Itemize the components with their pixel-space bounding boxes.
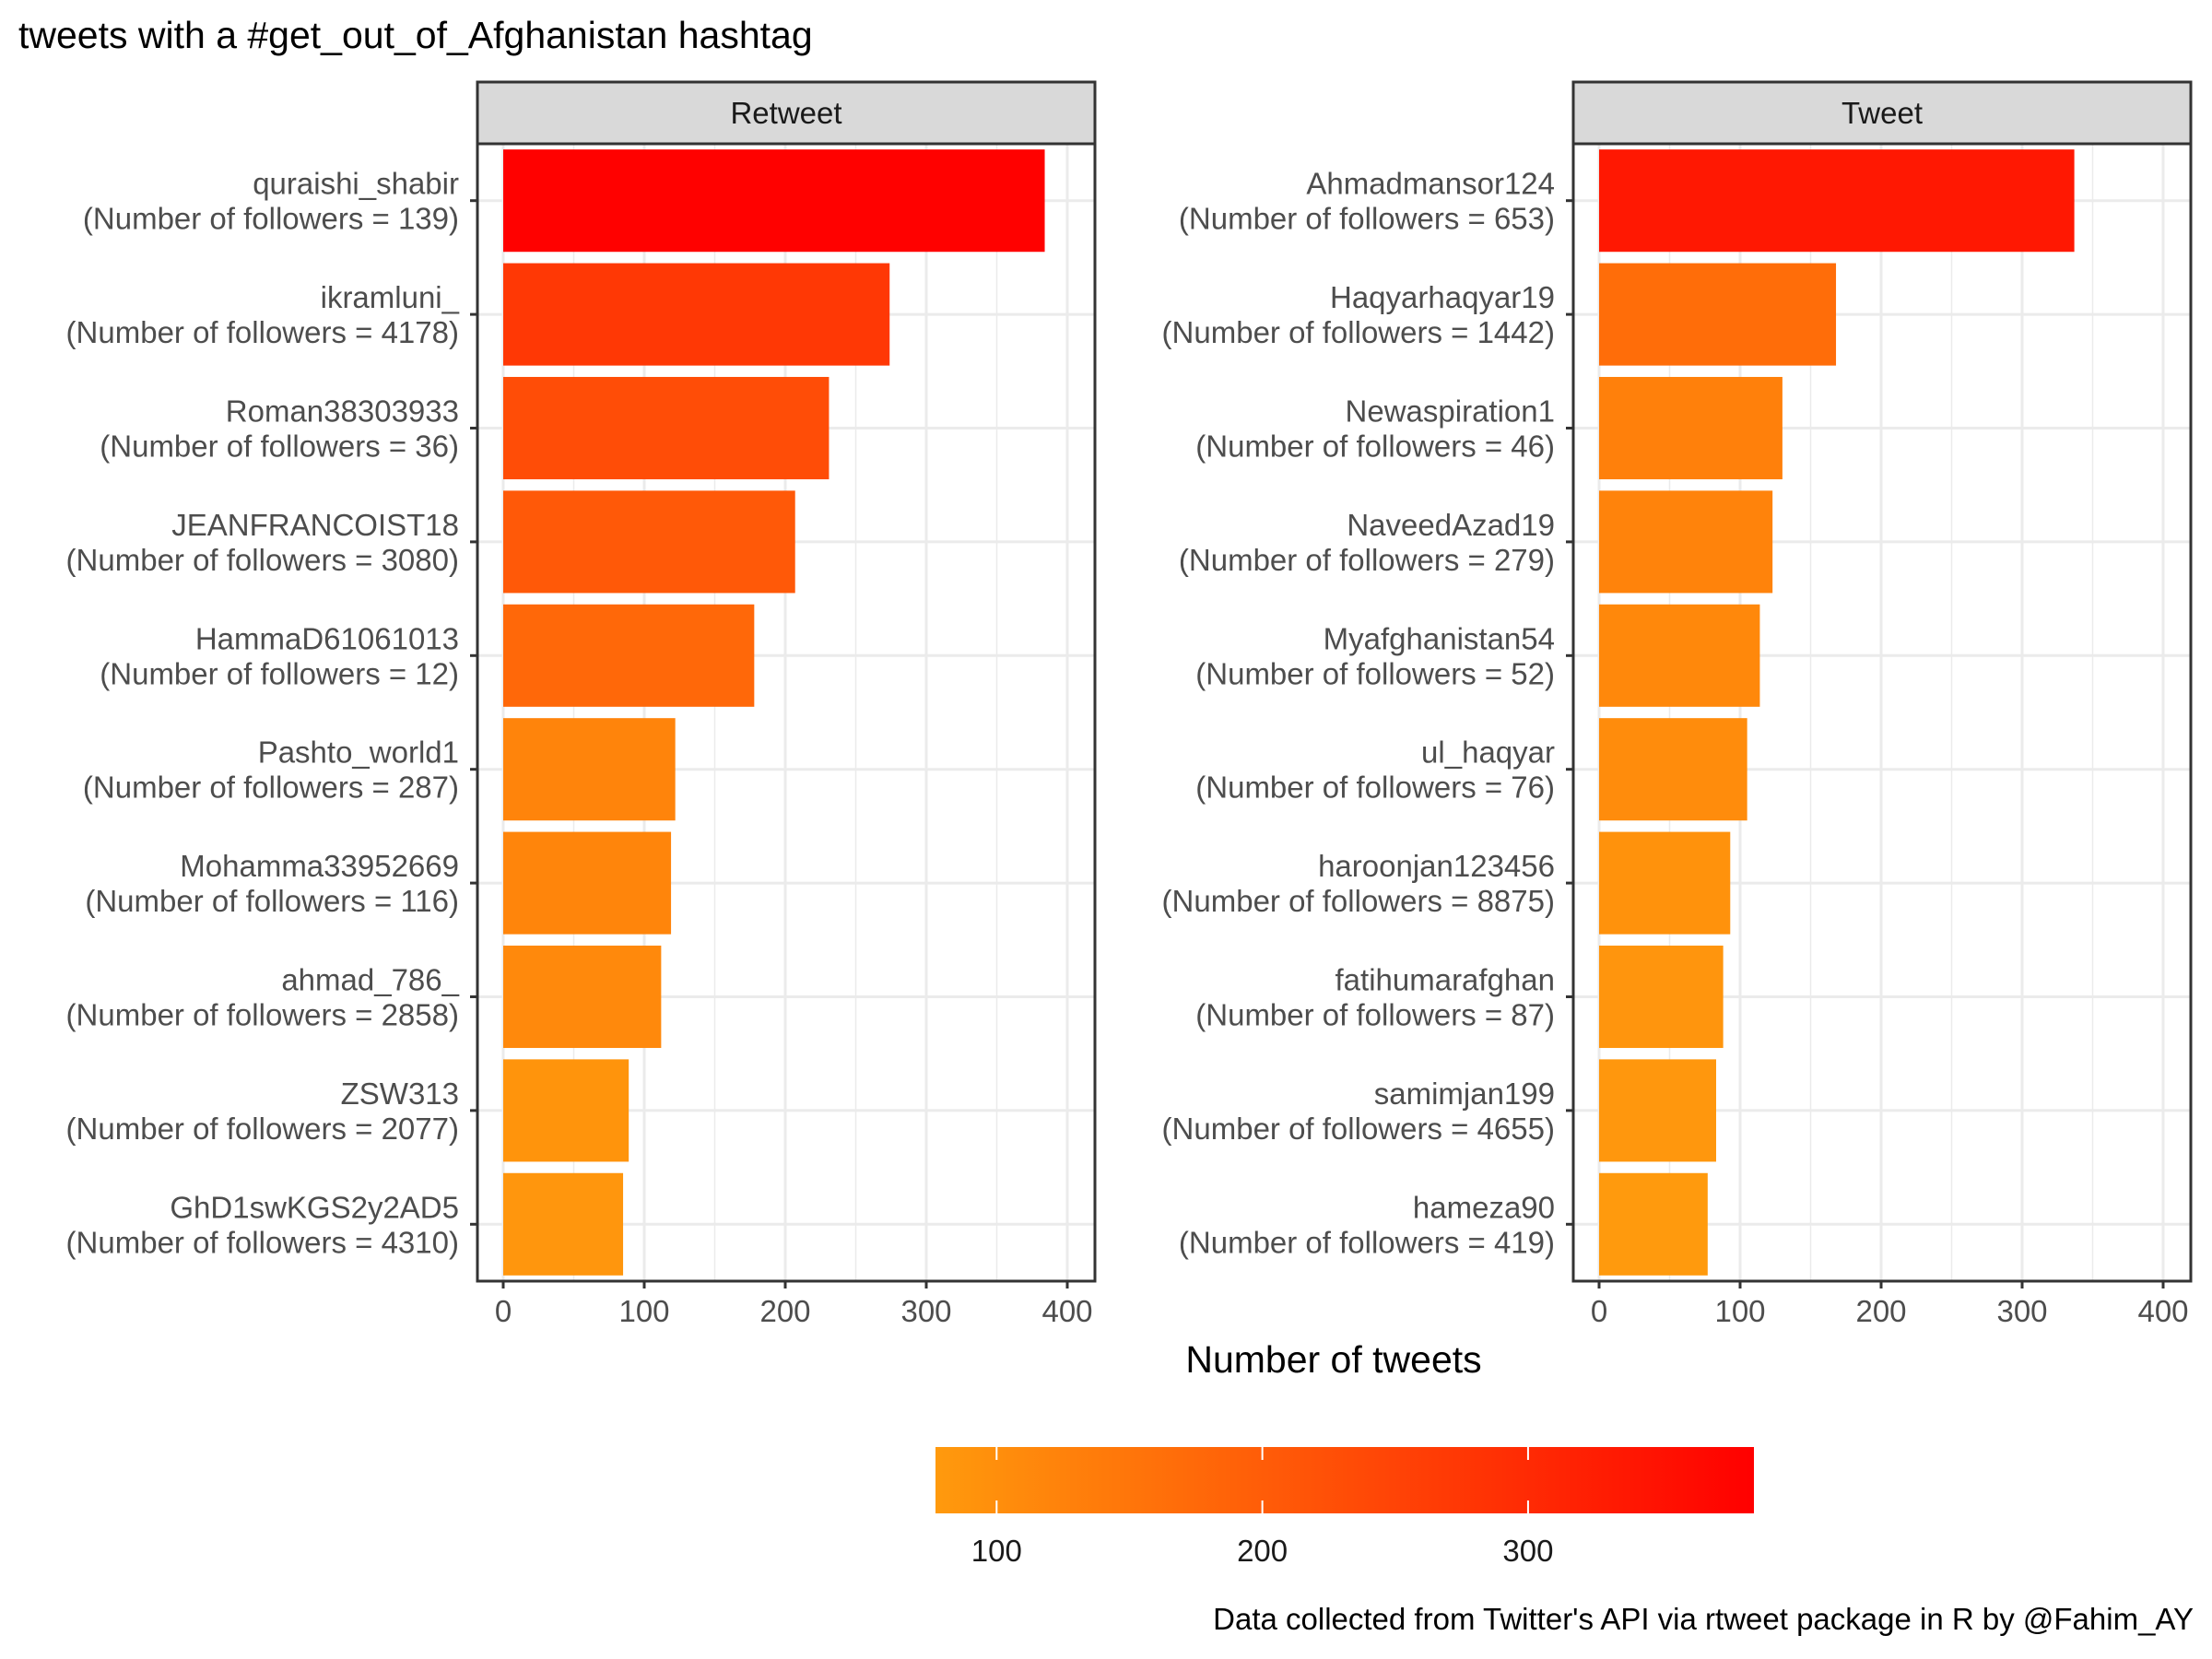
x-tick-label: 100: [618, 1294, 669, 1328]
y-tick-label-user: Haqyarhaqyar19: [1330, 280, 1555, 314]
x-tick-label: 200: [1855, 1294, 1906, 1328]
y-tick-label-user: GhD1swKGS2y2AD5: [170, 1190, 459, 1224]
bar: [503, 376, 830, 480]
bar: [1599, 718, 1747, 821]
y-tick-label-user: Pashto_world1: [258, 735, 459, 770]
y-tick-label-followers: (Number of followers = 52): [1195, 656, 1555, 690]
y-tick-label-user: ikramluni_: [321, 280, 460, 314]
x-tick-label: 0: [495, 1294, 512, 1328]
x-axis-title: Number of tweets: [1185, 1338, 1481, 1381]
y-tick-label-followers: (Number of followers = 36): [100, 429, 459, 464]
x-tick-label: 200: [759, 1294, 810, 1328]
chart-title: tweets with a #get_out_of_Afghanistan ha…: [18, 14, 813, 56]
y-tick-label-user: ZSW313: [341, 1077, 459, 1111]
y-tick-label-user: NaveedAzad19: [1347, 508, 1555, 542]
y-tick-label-user: Newaspiration1: [1346, 394, 1555, 429]
y-tick-label-user: Myafghanistan54: [1324, 621, 1555, 655]
y-tick-label-followers: (Number of followers = 419): [1179, 1225, 1555, 1259]
bar: [503, 263, 890, 366]
y-tick-label-followers: (Number of followers = 2858): [66, 998, 459, 1032]
strip-label: Tweet: [1841, 96, 1923, 130]
bar: [503, 718, 676, 821]
strip-label: Retweet: [730, 96, 841, 130]
bar: [1599, 490, 1773, 594]
bar: [503, 490, 795, 594]
bar: [503, 149, 1045, 253]
y-tick-label-followers: (Number of followers = 3080): [66, 543, 459, 577]
legend-tick-label: 300: [1502, 1534, 1553, 1568]
y-tick-label-user: HammaD61061013: [195, 621, 459, 655]
x-tick-label: 100: [1714, 1294, 1765, 1328]
bar: [503, 1172, 624, 1276]
bar: [1599, 604, 1760, 707]
color-legend: 100 200 300: [935, 1447, 1754, 1568]
y-tick-label-followers: (Number of followers = 8875): [1162, 884, 1555, 918]
strip-background: [476, 80, 1097, 146]
bar: [503, 831, 672, 935]
x-tick-label: 400: [2137, 1294, 2188, 1328]
y-tick-label-followers: (Number of followers = 12): [100, 656, 459, 690]
legend-tick-label: 200: [1237, 1534, 1288, 1568]
bar: [1599, 1172, 1708, 1276]
y-tick-label-followers: (Number of followers = 279): [1179, 543, 1555, 577]
bar: [1599, 945, 1724, 1049]
x-tick-label: 300: [900, 1294, 951, 1328]
y-tick-label-followers: (Number of followers = 4178): [66, 315, 459, 349]
bar: [503, 1059, 629, 1162]
bar: [1599, 1059, 1716, 1162]
y-tick-label-user: fatihumarafghan: [1335, 963, 1556, 997]
y-tick-label-user: ahmad_786_: [281, 963, 459, 997]
y-tick-label-followers: (Number of followers = 116): [85, 884, 459, 918]
bar: [503, 604, 755, 707]
bar: [503, 945, 662, 1049]
y-tick-label-followers: (Number of followers = 287): [83, 771, 459, 805]
x-tick-label: 300: [1996, 1294, 2047, 1328]
bar: [1599, 831, 1731, 935]
y-tick-label-user: hameza90: [1413, 1190, 1555, 1224]
y-tick-label-followers: (Number of followers = 4655): [1162, 1112, 1555, 1146]
y-tick-label-followers: (Number of followers = 653): [1179, 202, 1555, 236]
x-tick-label: 0: [1591, 1294, 1607, 1328]
y-tick-label-user: Ahmadmansor124: [1306, 167, 1555, 201]
y-tick-label-followers: (Number of followers = 139): [83, 202, 459, 236]
y-tick-label-followers: (Number of followers = 76): [1195, 771, 1555, 805]
bar: [1599, 376, 1783, 480]
y-tick-label-user: samimjan199: [1374, 1077, 1555, 1111]
y-tick-label-user: JEANFRANCOIST18: [171, 508, 459, 542]
caption: Data collected from Twitter's API via rt…: [1213, 1602, 2194, 1636]
bar: [1599, 149, 2075, 253]
y-tick-label-followers: (Number of followers = 46): [1195, 429, 1555, 464]
y-tick-label-user: Mohamma33952669: [180, 849, 459, 883]
legend-colorbar: [935, 1447, 1754, 1513]
y-tick-label-followers: (Number of followers = 2077): [66, 1112, 459, 1146]
y-tick-label-user: Roman38303933: [226, 394, 459, 429]
y-tick-label-user: quraishi_shabir: [253, 167, 459, 201]
x-tick-label: 400: [1041, 1294, 1092, 1328]
y-tick-label-followers: (Number of followers = 1442): [1162, 315, 1555, 349]
legend-tick-label: 100: [971, 1534, 1022, 1568]
y-tick-label-user: haroonjan123456: [1318, 849, 1555, 883]
y-tick-label-followers: (Number of followers = 4310): [66, 1225, 459, 1259]
y-tick-label-followers: (Number of followers = 87): [1195, 998, 1555, 1032]
y-tick-label-user: ul_haqyar: [1421, 735, 1555, 770]
bar: [1599, 263, 1837, 366]
strip-background: [1571, 80, 2193, 146]
